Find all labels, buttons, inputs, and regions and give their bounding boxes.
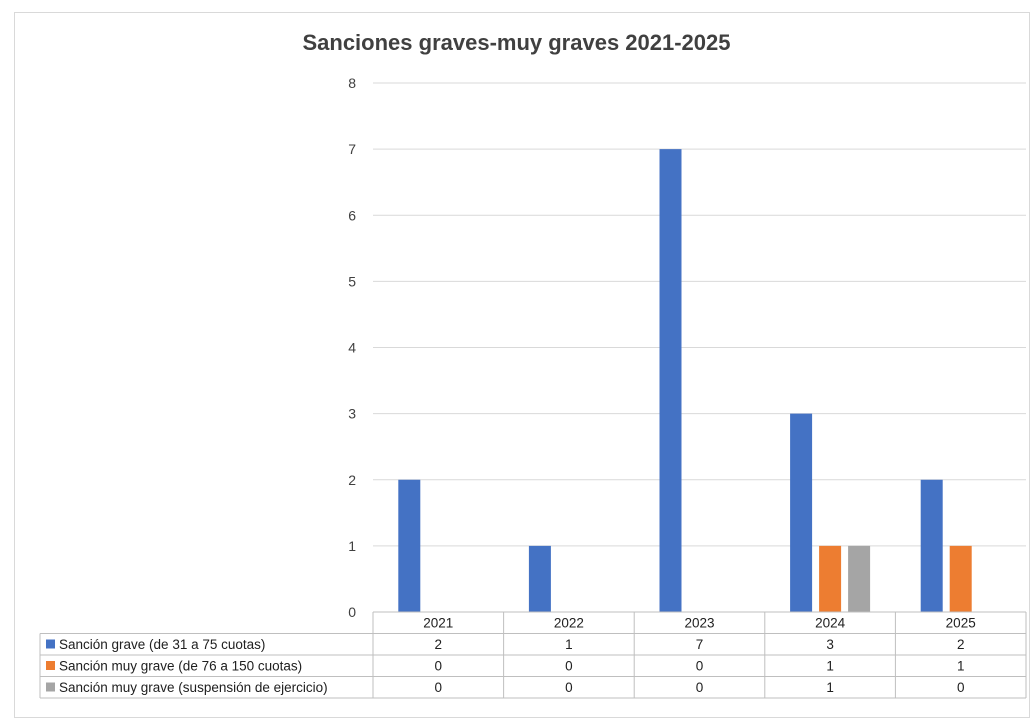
bar-1-2021 [398,479,421,612]
y-tick-label: 3 [348,406,356,422]
data-label: 3 [826,637,834,652]
x-tick-label: 2021 [423,616,453,631]
y-tick-label: 6 [348,207,356,223]
bar-3-2024 [848,545,871,612]
data-label: 2 [435,637,443,652]
x-tick-label: 2023 [684,616,714,631]
legend-entry: Sanción muy grave (suspensión de ejercic… [59,680,328,695]
data-label: 0 [435,680,443,695]
chart-title: Sanciones graves-muy graves 2021-2025 [302,30,731,55]
data-label: 0 [565,680,573,695]
data-label: 0 [957,680,965,695]
y-tick-label: 4 [348,340,356,356]
x-tick-label: 2025 [946,616,976,631]
legend-entry: Sanción grave (de 31 a 75 cuotas) [59,637,265,652]
data-label: 1 [826,659,834,674]
x-tick-label: 2024 [815,616,846,631]
y-tick-label: 2 [348,472,356,488]
y-tick-label: 5 [348,273,356,289]
data-label: 0 [435,659,443,674]
data-label: 1 [957,659,965,674]
legend-swatch [46,639,55,649]
bar-2-2024 [819,545,842,612]
y-tick-label: 1 [348,538,356,554]
y-tick-label: 7 [348,141,356,157]
bar-2-2025 [949,545,972,612]
legend-swatch [46,661,55,670]
y-tick-label: 8 [348,75,356,91]
data-label: 1 [826,680,834,695]
data-label: 7 [696,637,704,652]
bar-1-2025 [920,479,943,612]
bar-1-2022 [528,545,551,612]
data-label: 1 [565,637,573,652]
y-tick-label: 0 [348,604,356,620]
x-tick-label: 2022 [554,616,584,631]
data-label: 0 [696,659,704,674]
data-label: 0 [565,659,573,674]
legend-entry: Sanción muy grave (de 76 a 150 cuotas) [59,659,302,674]
data-label: 0 [696,680,704,695]
data-label: 2 [957,637,965,652]
legend-swatch [46,682,55,692]
bar-1-2023 [659,149,682,612]
bar-1-2024 [790,413,813,612]
